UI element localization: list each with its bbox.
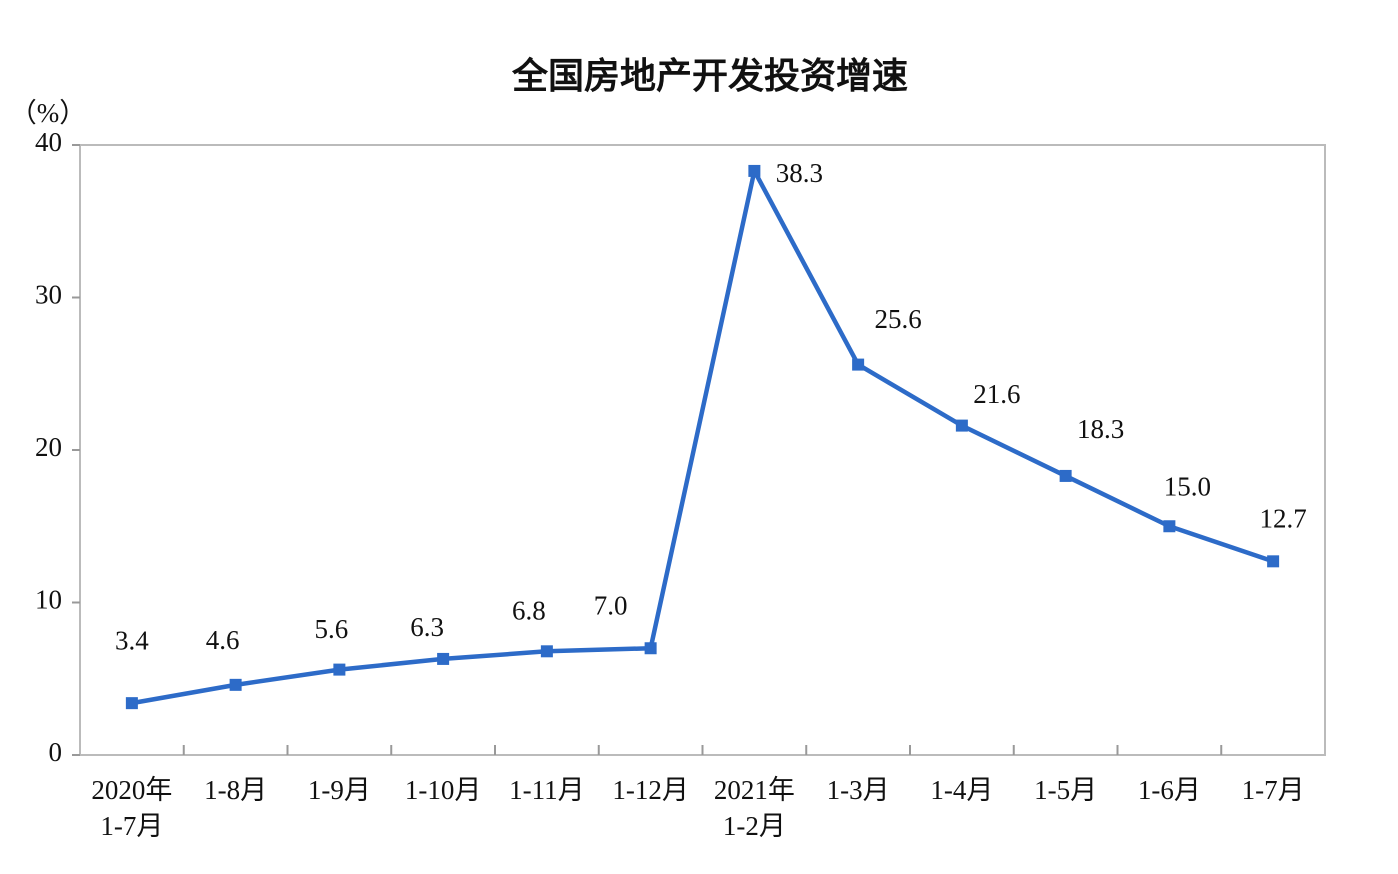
- marker: [1059, 469, 1072, 482]
- data-label: 5.6: [315, 614, 349, 644]
- y-tick-label: 0: [49, 737, 63, 767]
- x-tick-label: 1-12月: [612, 775, 689, 805]
- marker: [229, 678, 242, 691]
- y-tick-label: 20: [35, 432, 62, 462]
- x-tick-label: 2020年: [91, 775, 172, 805]
- line: [131, 168, 1274, 706]
- data-label: 4.6: [206, 625, 240, 655]
- marker: [852, 358, 865, 371]
- marker: [540, 645, 553, 658]
- data-label: 6.3: [410, 612, 444, 642]
- data-label: 38.3: [776, 158, 823, 188]
- data-label: 25.6: [875, 304, 922, 334]
- y-axis-label: （%）: [10, 98, 87, 128]
- x-tick-label: 1-3月: [827, 775, 890, 805]
- x-tick-label: 1-7月: [100, 811, 163, 841]
- data-label: 6.8: [512, 596, 546, 626]
- plot-frame: [79, 144, 1326, 756]
- marker: [1163, 520, 1176, 533]
- data-label: 3.4: [115, 625, 149, 655]
- data-label: 7.0: [594, 590, 628, 620]
- x-tick-label: 1-8月: [204, 775, 267, 805]
- y-tick-label: 10: [35, 585, 62, 615]
- x-tick-label: 1-5月: [1034, 775, 1097, 805]
- marker: [333, 663, 346, 676]
- y-tick-label: 30: [35, 280, 62, 310]
- x-tick-label: 1-10月: [405, 775, 482, 805]
- marker: [125, 697, 138, 710]
- data-label: 12.7: [1260, 504, 1307, 534]
- data-label: 18.3: [1077, 414, 1124, 444]
- marker: [955, 419, 968, 432]
- x-tick-label: 1-7月: [1242, 775, 1305, 805]
- marker: [1267, 555, 1280, 568]
- x-tick-label: 1-6月: [1138, 775, 1201, 805]
- x-tick-label: 1-2月: [723, 811, 786, 841]
- marker: [437, 652, 450, 665]
- data-label: 21.6: [973, 379, 1020, 409]
- marker: [748, 164, 761, 177]
- y-tick-label: 40: [35, 127, 62, 157]
- x-tick-label: 1-11月: [509, 775, 585, 805]
- marker: [644, 642, 657, 655]
- x-tick-label: 2021年: [714, 775, 795, 805]
- data-label: 15.0: [1164, 471, 1211, 501]
- x-tick-label: 1-4月: [930, 775, 993, 805]
- x-tick-label: 1-9月: [308, 775, 371, 805]
- chart-title: 全国房地产开发投资增速: [511, 55, 908, 97]
